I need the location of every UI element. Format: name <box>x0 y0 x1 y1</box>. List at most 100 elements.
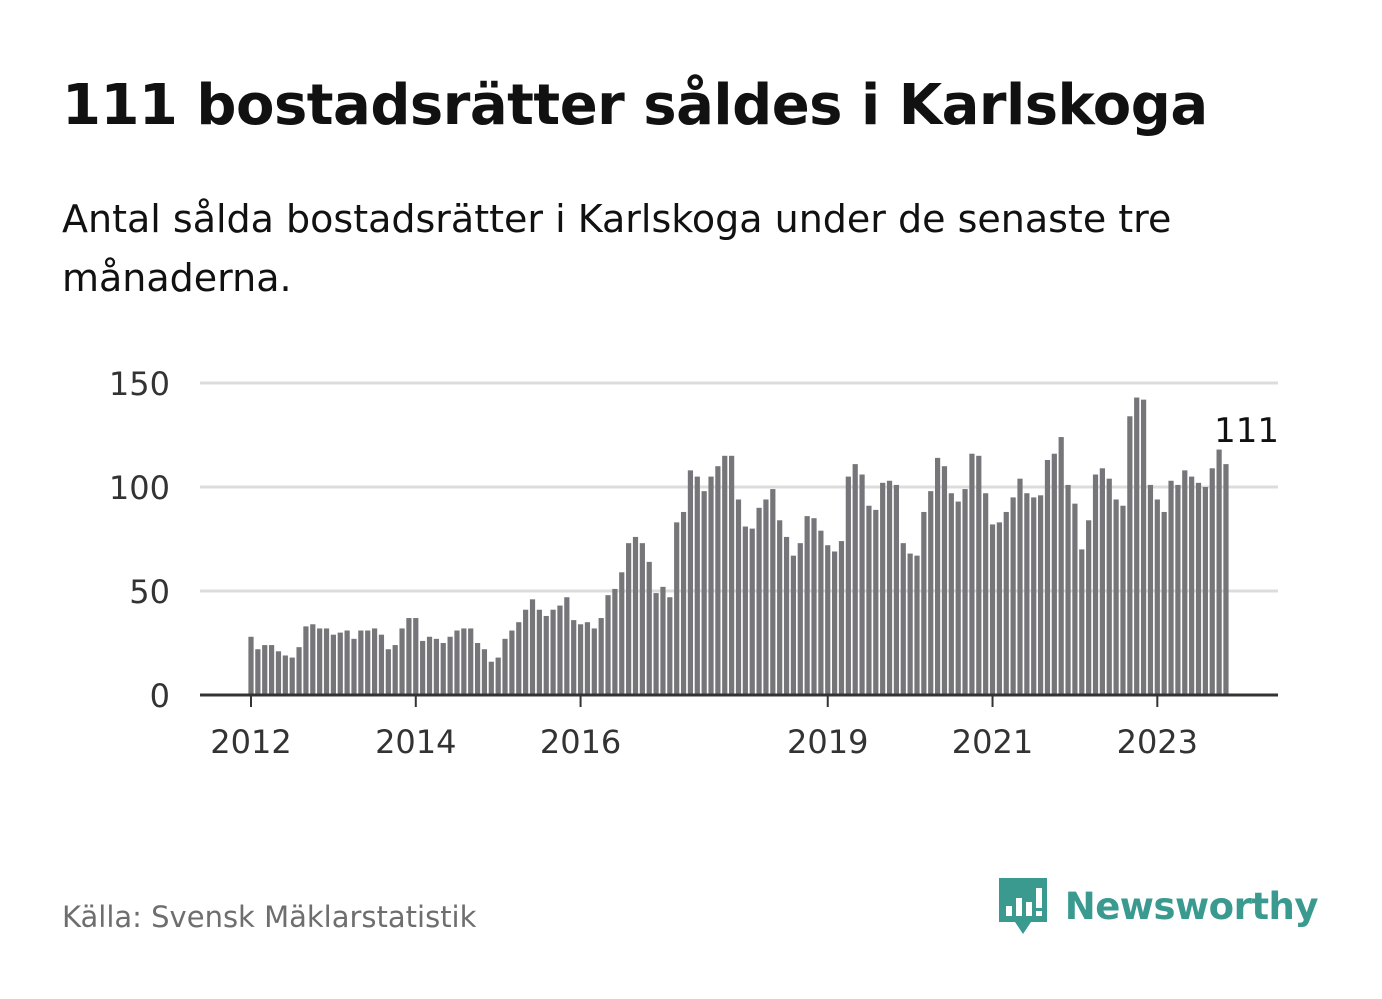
bar <box>1092 474 1099 695</box>
chart-subtitle: Antal sålda bostadsrätter i Karlskoga un… <box>62 197 1172 300</box>
bar <box>983 493 989 695</box>
bar <box>1182 470 1188 695</box>
bar <box>893 484 899 695</box>
bar <box>880 482 886 695</box>
bar <box>674 522 680 695</box>
bar <box>626 543 632 695</box>
bar <box>797 543 803 695</box>
bar <box>1099 468 1105 695</box>
bar <box>1140 399 1147 695</box>
bar <box>962 489 968 695</box>
bar <box>317 628 323 695</box>
bar <box>289 657 295 695</box>
bar <box>495 657 501 695</box>
bar <box>323 628 330 695</box>
bar <box>1079 549 1085 695</box>
bar <box>941 466 948 695</box>
bar <box>1044 459 1051 695</box>
bar <box>914 555 920 695</box>
bar <box>770 489 776 695</box>
bar <box>1051 453 1057 695</box>
bar <box>282 655 288 695</box>
bar <box>557 605 563 695</box>
bar <box>536 609 542 695</box>
bar <box>605 595 611 695</box>
bar <box>426 636 433 695</box>
bar <box>694 476 700 695</box>
bar <box>269 645 275 695</box>
y-tick-label: 50 <box>129 573 170 611</box>
bar <box>996 522 1002 695</box>
bar <box>1113 499 1119 695</box>
bar <box>296 647 302 695</box>
bar <box>756 507 762 695</box>
bar <box>481 649 488 695</box>
bar <box>825 545 831 695</box>
bar <box>701 491 707 695</box>
x-tick-label: 2019 <box>787 723 868 761</box>
bar <box>832 551 838 695</box>
bar <box>571 620 577 695</box>
y-tick-label: 0 <box>150 677 170 715</box>
bar <box>392 645 398 695</box>
bar <box>468 628 474 695</box>
x-tick-label: 2014 <box>375 723 456 761</box>
bar <box>1154 499 1160 695</box>
bar <box>564 597 570 695</box>
bar <box>406 618 412 695</box>
bar <box>1058 437 1064 695</box>
bar <box>543 615 549 695</box>
bar <box>1003 511 1009 695</box>
bar <box>358 630 364 695</box>
bar-chart-speech-bubble-icon <box>998 878 1047 934</box>
bar <box>433 638 439 695</box>
bar <box>1106 478 1112 695</box>
bar <box>1086 520 1092 695</box>
bar <box>859 474 865 695</box>
bar <box>1161 511 1167 695</box>
chart-title: 111 bostadsrätter såldes i Karlskoga <box>62 73 1208 138</box>
bar <box>976 455 982 695</box>
bar <box>1216 449 1222 695</box>
bar <box>667 597 673 695</box>
bar <box>838 541 845 695</box>
bar <box>1134 397 1140 695</box>
bar <box>255 649 261 695</box>
brand-logo: Newsworthy <box>997 876 1319 936</box>
bar <box>474 643 481 695</box>
bar <box>1031 497 1037 695</box>
bar <box>790 555 797 695</box>
bar <box>591 628 597 695</box>
bar <box>715 466 721 695</box>
bar <box>378 634 385 695</box>
bar <box>989 524 996 695</box>
bar <box>660 586 666 695</box>
bar <box>330 634 336 695</box>
bar <box>852 464 858 695</box>
bar <box>413 618 419 695</box>
bar <box>351 638 357 695</box>
bar <box>886 480 893 695</box>
bar <box>722 455 728 695</box>
bar <box>1010 497 1016 695</box>
y-tick-label: 150 <box>109 365 170 403</box>
bar <box>1024 493 1030 695</box>
bar <box>1168 480 1174 695</box>
bar <box>598 618 604 695</box>
bar <box>1037 495 1044 695</box>
bar <box>275 651 282 695</box>
bar <box>777 520 783 695</box>
bar <box>948 493 954 695</box>
x-tick-label: 2021 <box>952 723 1033 761</box>
bar <box>873 509 879 695</box>
bar <box>262 645 268 695</box>
bar <box>550 609 556 695</box>
bar <box>619 572 625 695</box>
bar <box>1147 484 1154 695</box>
bar <box>969 453 975 695</box>
bar <box>1127 416 1133 695</box>
bar <box>1223 464 1229 695</box>
bar <box>454 630 460 695</box>
bar <box>646 561 652 695</box>
